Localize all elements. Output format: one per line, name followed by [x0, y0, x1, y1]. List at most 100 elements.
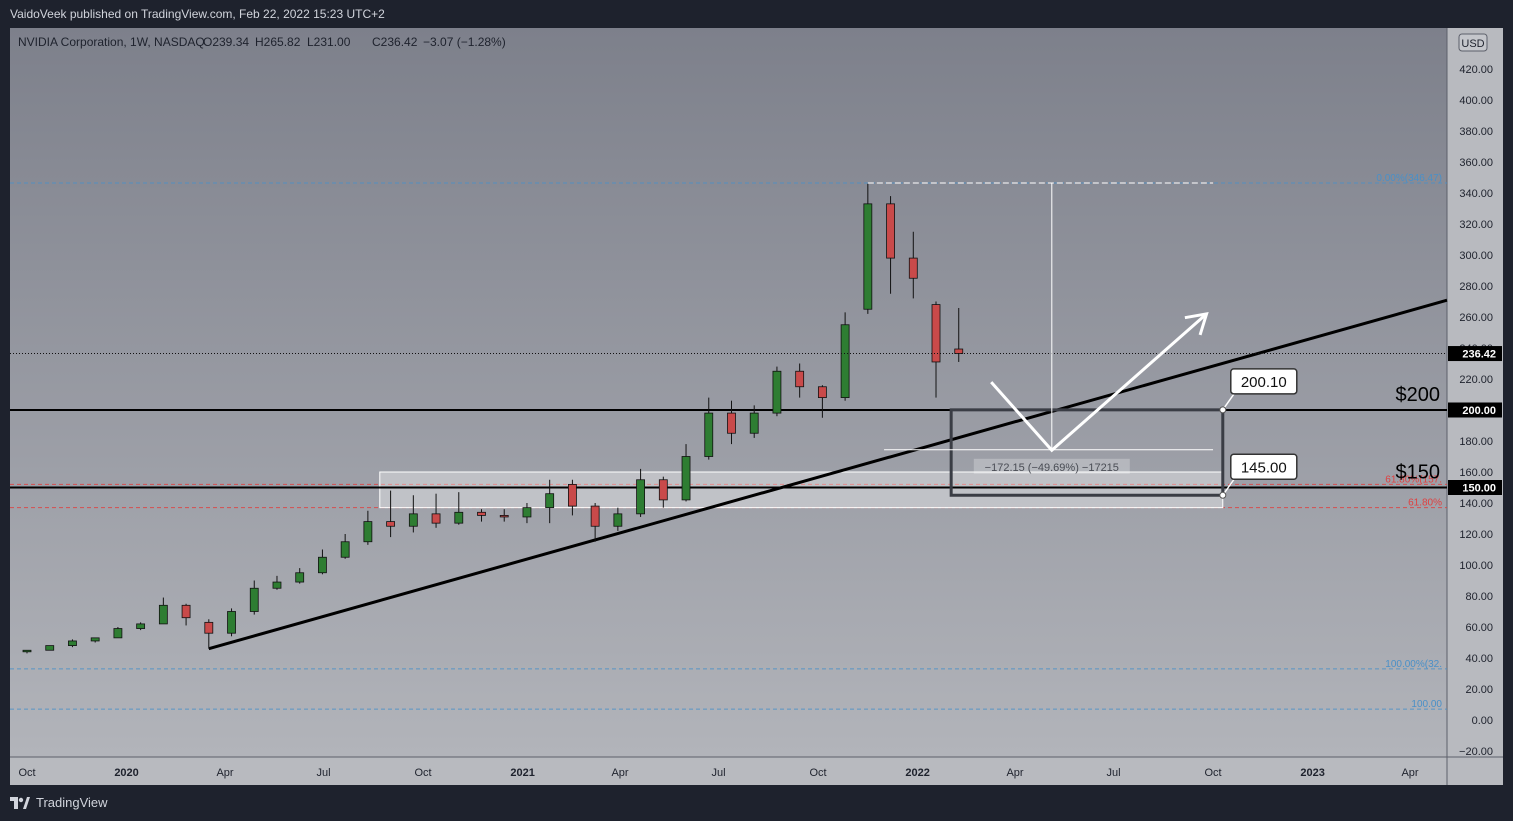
candle-body — [318, 556, 327, 574]
fib-label: 100.00%(32. — [1385, 659, 1442, 670]
time-tick-label: Apr — [1401, 767, 1418, 779]
price-tick-label: 420.00 — [1459, 64, 1493, 76]
time-tick-label: 2023 — [1300, 767, 1324, 779]
tradingview-logo-icon — [10, 796, 30, 809]
legend-close: C236.42 — [372, 35, 418, 49]
candle-body — [772, 370, 782, 414]
candle-body — [68, 640, 77, 647]
candle-body — [545, 493, 555, 509]
measure-label-bg — [973, 458, 1130, 474]
candle-body — [204, 621, 214, 634]
candle-body — [568, 483, 577, 507]
price-axis-background — [1447, 28, 1503, 757]
candle-body — [295, 572, 305, 583]
candle-body — [136, 623, 146, 629]
time-tick-label: Jul — [711, 767, 725, 779]
candle-body — [636, 479, 645, 515]
price-tick-label: 220.00 — [1459, 374, 1493, 386]
measure-label: −172.15 (−49.69%) −17215 — [985, 462, 1119, 474]
level-label: $150 — [1396, 462, 1441, 484]
candles — [10, 183, 1447, 654]
legend-high: H265.82 — [255, 35, 301, 49]
level-price-tag-bg — [1448, 480, 1502, 495]
candle-body — [727, 412, 736, 434]
candle-body — [886, 203, 895, 259]
fib-levels: 0.00%(346.47) 61.80%(157. 61.80% 100.00%(32… — [10, 173, 1447, 710]
candle-body — [408, 513, 418, 527]
candle-body — [113, 628, 123, 639]
candle-body — [340, 541, 350, 558]
currency-badge[interactable]: USD — [1458, 33, 1488, 52]
candle-body — [499, 514, 509, 518]
time-tick-label: Apr — [1006, 767, 1023, 779]
time-tick-label: Jul — [1106, 767, 1120, 779]
price-tick-label: −20.00 — [1459, 746, 1493, 758]
candle-body — [522, 507, 532, 518]
price-tick-label: 40.00 — [1465, 653, 1493, 665]
candle-body — [795, 370, 805, 388]
candle-body — [272, 581, 282, 589]
candle-body — [386, 521, 396, 527]
time-tick-label: Oct — [415, 767, 432, 779]
level-price-tag: 200.00 — [1462, 405, 1496, 417]
time-axis-background — [10, 757, 1503, 785]
price-tick-label: 280.00 — [1459, 281, 1493, 293]
time-tick-label: Oct — [1204, 767, 1221, 779]
chart-container[interactable]: 0.00%(346.47) 61.80%(157. 61.80% 100.00%(32… — [10, 28, 1503, 785]
fib-label: 61.80%(157. — [1385, 474, 1442, 485]
level-price-tag-bg — [1448, 402, 1502, 418]
fib-label: 0.00%(346.47) — [1376, 173, 1442, 184]
candle-body — [590, 505, 600, 527]
last-price-tag-bg — [1448, 346, 1502, 362]
support-zone — [379, 471, 1224, 509]
candle-body — [45, 645, 55, 651]
legend-low: L231.00 — [307, 35, 351, 49]
price-tick-label: 60.00 — [1465, 622, 1493, 634]
time-tick-label: 2021 — [510, 767, 534, 779]
price-tick-label: 120.00 — [1459, 529, 1493, 541]
price-chart[interactable]: 0.00%(346.47) 61.80%(157. 61.80% 100.00%(32… — [10, 28, 1503, 785]
price-tick-label: 300.00 — [1459, 250, 1493, 262]
candle-body — [613, 513, 623, 527]
price-tick-label: 0.00 — [1472, 715, 1493, 727]
candle-body — [158, 604, 168, 625]
candle-body — [863, 203, 873, 310]
candle-body — [90, 637, 100, 642]
time-tick-label: Apr — [216, 767, 233, 779]
time-axis[interactable]: Oct 2020 Apr Jul Oct 2021 Apr Jul Oct 2022 Apr Jul O… — [18, 767, 1418, 779]
price-tick-label: 140.00 — [1459, 498, 1493, 510]
price-tick-label: 80.00 — [1465, 591, 1493, 603]
price-tick-label: 20.00 — [1465, 684, 1493, 696]
time-tick-label: 2020 — [114, 767, 138, 779]
callout-box — [1230, 368, 1298, 395]
currency-label: USD — [1461, 38, 1484, 50]
time-tick-label: Jul — [316, 767, 330, 779]
plot-background — [10, 28, 1447, 757]
candle-body — [658, 479, 668, 501]
candle-body — [954, 348, 964, 354]
price-tick-label: 360.00 — [1459, 157, 1493, 169]
callouts-layer: 200.10 145.00 — [1219, 368, 1298, 499]
price-tick-label: 100.00 — [1459, 560, 1493, 572]
candle-body — [431, 513, 441, 524]
candle-body — [363, 521, 373, 543]
candle-body — [227, 611, 236, 634]
price-tick-label: 160.00 — [1459, 467, 1493, 479]
candle-body — [749, 412, 759, 434]
callout-anchor — [1219, 491, 1227, 499]
legend-open: O239.34 — [203, 35, 249, 49]
candle-body — [181, 604, 191, 619]
trendline-layer — [208, 298, 1448, 651]
price-tick-label: 180.00 — [1459, 436, 1493, 448]
trendline — [208, 298, 1448, 651]
publisher-bar: VaidoVeek published on TradingView.com, … — [0, 0, 1513, 28]
time-tick-label: Oct — [809, 767, 826, 779]
price-tick-label: 340.00 — [1459, 188, 1493, 200]
level-label: $200 — [1396, 384, 1441, 406]
price-tick-label: 260.00 — [1459, 312, 1493, 324]
level-price-tag: 150.00 — [1462, 483, 1496, 495]
tradingview-logo[interactable]: TradingView — [10, 795, 108, 810]
price-axis[interactable]: 420.00 400.00 380.00 360.00 340.00 320.00 300.… — [1448, 64, 1502, 758]
footer-bar: TradingView — [0, 785, 1513, 821]
candle-body — [22, 649, 32, 653]
